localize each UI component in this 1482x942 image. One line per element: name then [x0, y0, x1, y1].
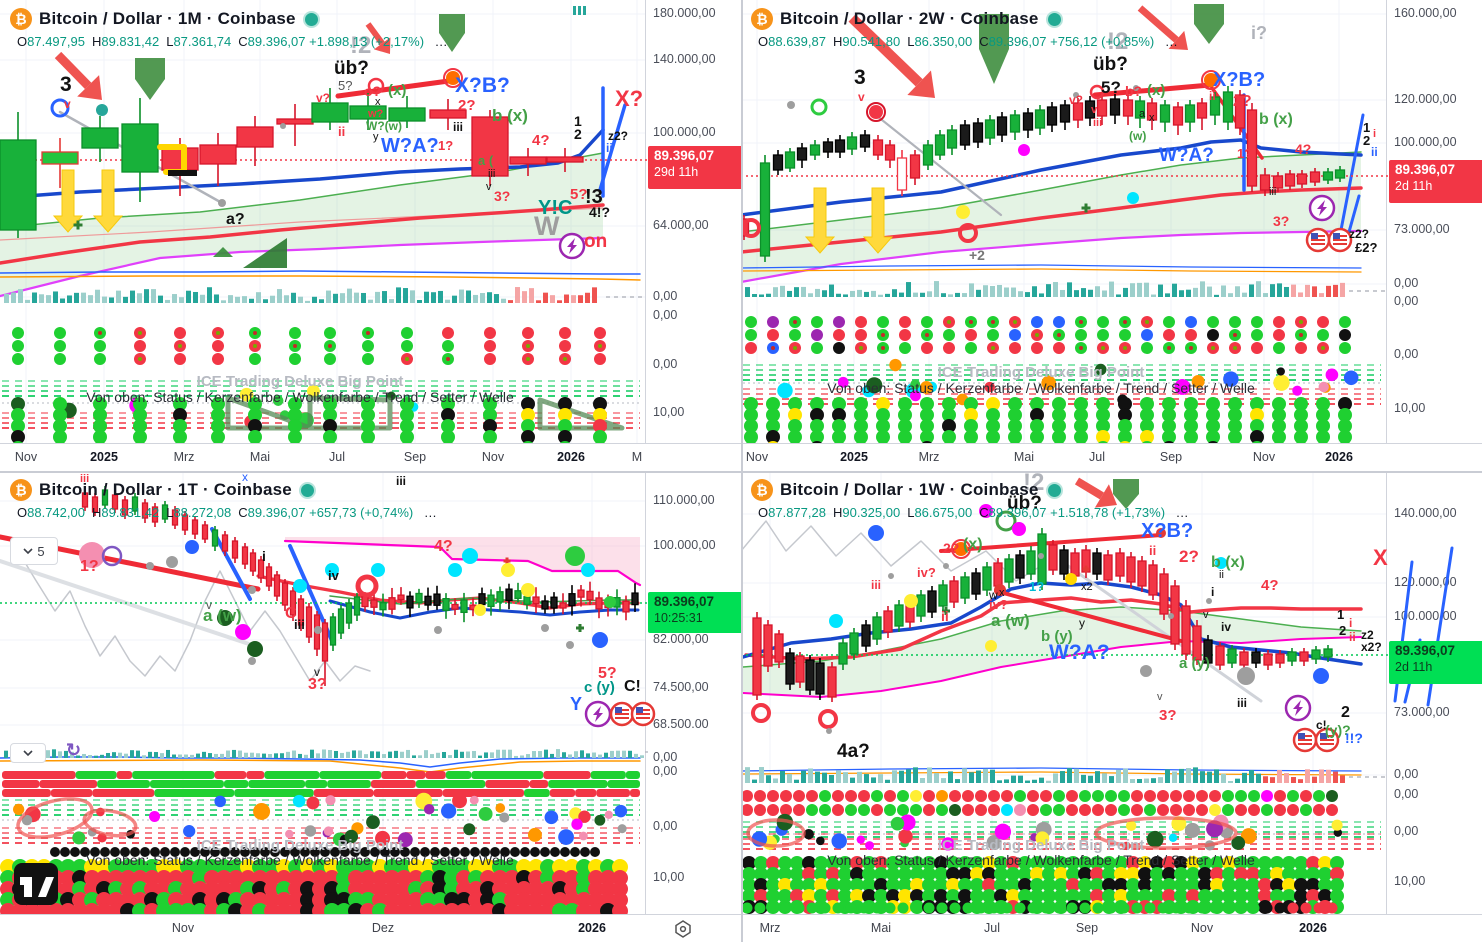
price-label[interactable]: 10,00	[653, 870, 685, 884]
time-axis[interactable]: Mrz Mai Jul Sep Nov 2026	[741, 914, 1482, 942]
price-label[interactable]: 10,00	[1394, 874, 1426, 888]
price-label[interactable]: 0,00	[1394, 276, 1419, 290]
badge-countdown: 10:25:31	[654, 610, 703, 625]
time-label[interactable]: 2026	[1299, 921, 1327, 935]
time-label[interactable]: Mrz	[759, 921, 781, 935]
panel-1m[interactable]: 180.000,00 140.000,00 100.000,00 64.000,00 0…	[0, 0, 741, 471]
collapse-indicator-button[interactable]	[10, 743, 46, 763]
time-label[interactable]: Sep	[1159, 450, 1183, 464]
chart-canvas-tl[interactable]	[0, 0, 741, 443]
price-label[interactable]: 64.000,00	[653, 218, 709, 232]
panel-1w[interactable]: 140.000,00 120.000,00 100.000,00 73.000,00 0…	[741, 471, 1482, 942]
price-label[interactable]: 100.000,00	[653, 125, 716, 139]
price-label[interactable]: 0,00	[653, 819, 678, 833]
chevron-down-icon	[23, 749, 33, 756]
badge-price: 89.396,07	[1395, 643, 1456, 658]
magnet-hexagon-icon[interactable]	[673, 919, 693, 942]
price-label[interactable]: 0,00	[653, 764, 678, 778]
time-label[interactable]: 2026	[557, 450, 585, 464]
price-label[interactable]: 160.000,00	[1394, 6, 1457, 20]
price-scale[interactable]: 180.000,00 140.000,00 100.000,00 64.000,00 0…	[645, 0, 741, 443]
time-label[interactable]: 2026	[578, 921, 606, 935]
time-label[interactable]: Jul	[1089, 450, 1105, 464]
last-price-badge: 89.396,07 2d 11h	[1389, 641, 1482, 684]
time-label[interactable]: Nov	[14, 450, 38, 464]
price-label[interactable]: 0,00	[653, 357, 678, 371]
time-label[interactable]: Nov	[171, 921, 195, 935]
last-price-badge: 89.396,07 2d 11h	[1389, 160, 1482, 203]
price-label[interactable]: 120.000,00	[1394, 92, 1457, 106]
price-label[interactable]: 0,00	[653, 750, 678, 764]
price-label[interactable]: 68.500.00	[653, 717, 709, 731]
time-label[interactable]: Mai	[249, 450, 271, 464]
dropdown-value: 5	[37, 543, 45, 559]
price-label[interactable]: 100.000,00	[653, 538, 716, 552]
price-label[interactable]: 0,00	[1394, 347, 1419, 361]
price-label[interactable]: 73.000,00	[1394, 222, 1450, 236]
time-label[interactable]: Sep	[403, 450, 427, 464]
price-scale[interactable]: 160.000,00 120.000,00 100.000,00 73.000,00 0…	[1386, 0, 1482, 443]
badge-price: 89.396,07	[654, 594, 715, 609]
time-label[interactable]: 2026	[1325, 450, 1353, 464]
time-label[interactable]: Mai	[870, 921, 892, 935]
chevron-down-icon	[23, 547, 33, 554]
price-label[interactable]: 100.000,00	[1394, 135, 1457, 149]
panel-divider-horizontal[interactable]	[0, 471, 1482, 473]
price-label[interactable]: 0,00	[653, 289, 678, 303]
price-label[interactable]: 82.000,00	[653, 632, 709, 646]
price-label[interactable]: 140.000,00	[653, 52, 716, 66]
price-label[interactable]: 180.000,00	[653, 6, 716, 20]
price-scale[interactable]: 110.000,00 100.000,00 82.000,00 74.500,00 68…	[645, 471, 741, 914]
time-label[interactable]: Jul	[984, 921, 1000, 935]
time-label[interactable]: Jul	[329, 450, 345, 464]
chart-canvas-bl[interactable]	[0, 471, 741, 914]
price-label[interactable]: 0,00	[1394, 294, 1419, 308]
time-label[interactable]: Nov	[745, 450, 769, 464]
time-label[interactable]: Dez	[371, 921, 395, 935]
time-label[interactable]: 2025	[840, 450, 868, 464]
price-label[interactable]: 0,00	[1394, 767, 1419, 781]
price-label[interactable]: 10,00	[1394, 401, 1426, 415]
time-axis[interactable]: Nov 2025 Mrz Mai Jul Sep Nov 2026 M	[0, 443, 741, 471]
badge-countdown: 2d 11h	[1395, 178, 1433, 193]
last-price-badge: 89.396,07 10:25:31	[648, 592, 741, 633]
time-axis[interactable]: Nov Dez 2026	[0, 914, 741, 942]
price-label[interactable]: 110.000,00	[653, 493, 715, 507]
time-label[interactable]: Nov	[1252, 450, 1276, 464]
wave-count-dropdown[interactable]: 5	[10, 537, 58, 565]
badge-price: 89.396,07	[654, 148, 715, 163]
price-label[interactable]: 10,00	[653, 405, 685, 419]
price-label[interactable]: 74.500,00	[653, 680, 709, 694]
time-label[interactable]: Nov	[1190, 921, 1214, 935]
panel-2w[interactable]: 160.000,00 120.000,00 100.000,00 73.000,00 0…	[741, 0, 1482, 471]
time-label[interactable]: Mrz	[918, 450, 940, 464]
tradingview-logo-watermark	[14, 863, 60, 912]
time-label[interactable]: Nov	[481, 450, 505, 464]
time-axis[interactable]: Nov 2025 Mrz Mai Jul Sep Nov 2026	[741, 443, 1482, 471]
badge-countdown: 2d 11h	[1395, 659, 1433, 674]
price-label[interactable]: 0,00	[1394, 787, 1419, 801]
badge-price: 89.396,07	[1395, 162, 1456, 177]
badge-countdown: 29d 11h	[654, 164, 699, 179]
panel-1d[interactable]: 110.000,00 100.000,00 82.000,00 74.500,00 68…	[0, 471, 741, 942]
time-label[interactable]: 2025	[90, 450, 118, 464]
time-label[interactable]: Mrz	[173, 450, 195, 464]
price-label[interactable]: 73.000,00	[1394, 705, 1450, 719]
price-label[interactable]: 0,00	[1394, 824, 1419, 838]
price-label[interactable]: 140.000,00	[1394, 506, 1457, 520]
time-label[interactable]: Mai	[1013, 450, 1035, 464]
time-label[interactable]: M	[631, 450, 643, 464]
last-price-badge: 89.396,07 29d 11h	[648, 146, 741, 189]
chart-canvas-br[interactable]	[741, 471, 1482, 914]
price-scale[interactable]: 140.000,00 120.000,00 100.000,00 73.000,00 0…	[1386, 471, 1482, 914]
time-label[interactable]: Sep	[1075, 921, 1099, 935]
price-label[interactable]: 0,00	[653, 308, 678, 322]
chart-canvas-tr[interactable]	[741, 0, 1482, 443]
